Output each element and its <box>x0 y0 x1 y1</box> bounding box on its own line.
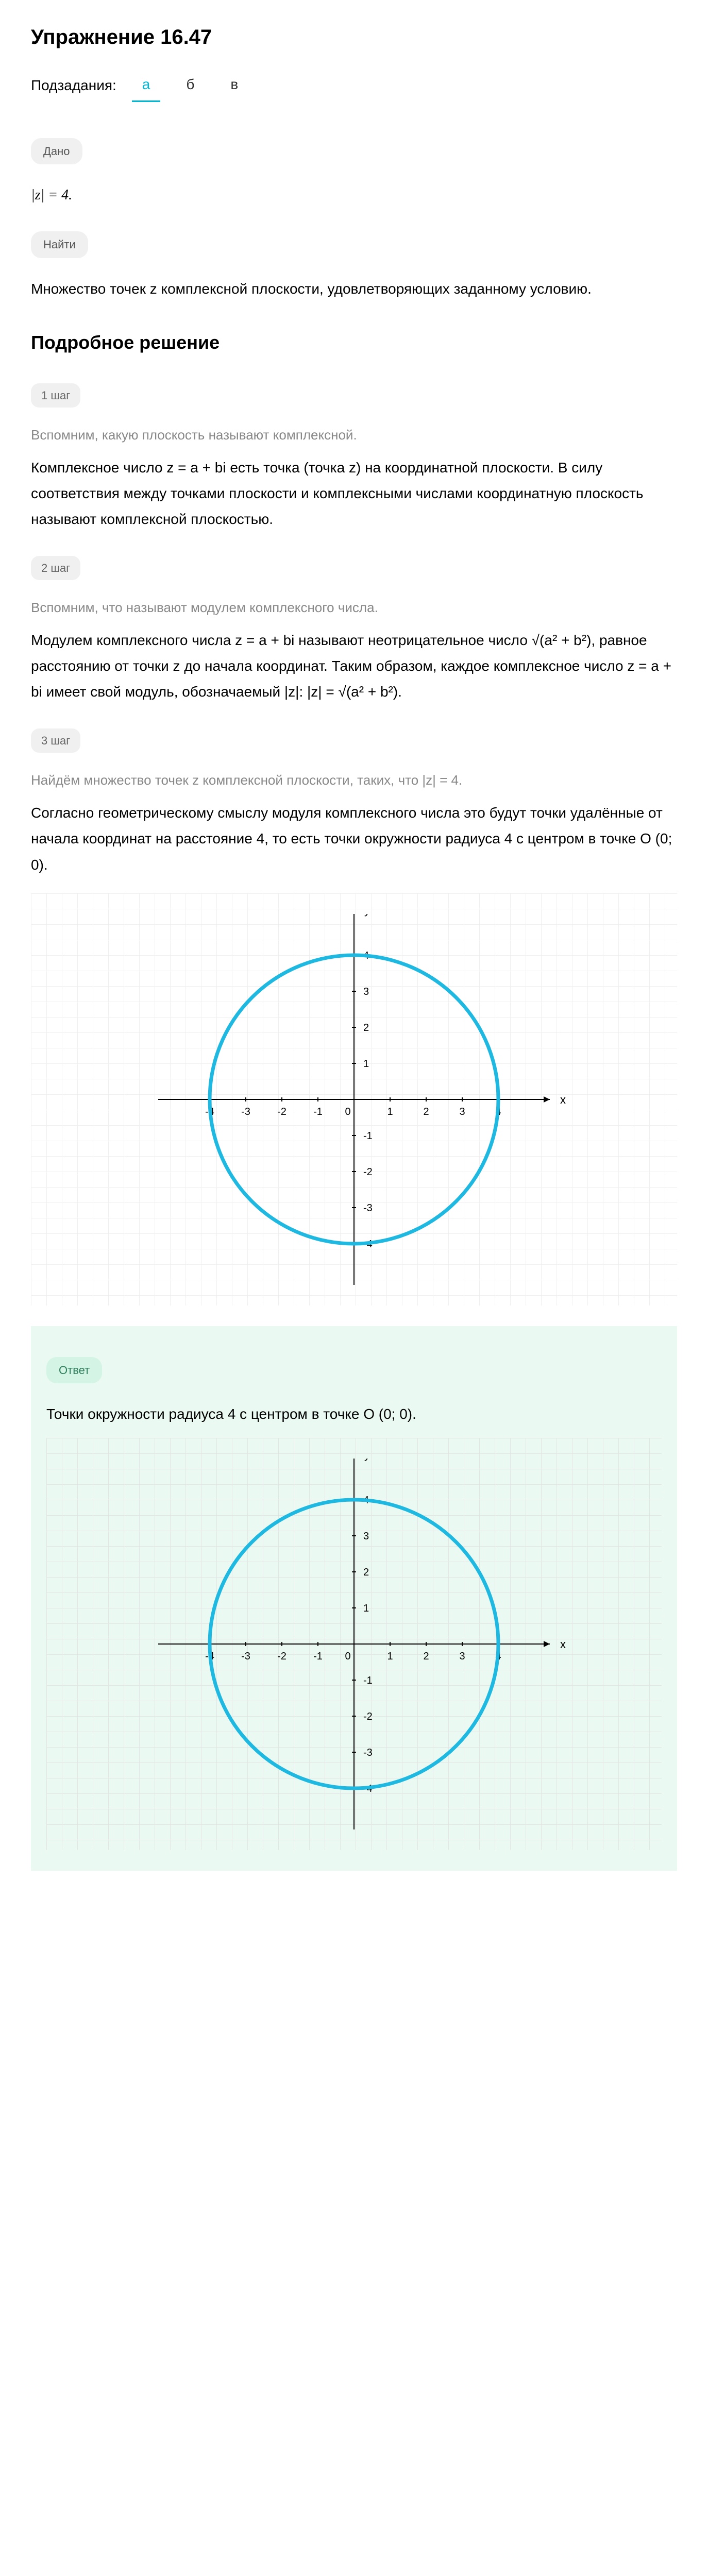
svg-text:2: 2 <box>423 1106 429 1117</box>
svg-text:2: 2 <box>363 1022 369 1033</box>
chart-main: -4-3-2-101234-4-3-2-11234xy <box>31 893 677 1306</box>
tab-a[interactable]: а <box>132 69 161 102</box>
step-2-badge: 2 шаг <box>31 556 80 580</box>
tab-v[interactable]: в <box>220 69 248 102</box>
svg-text:-3: -3 <box>363 1202 373 1214</box>
svg-text:3: 3 <box>459 1651 465 1662</box>
svg-text:-1: -1 <box>363 1130 373 1142</box>
svg-text:1: 1 <box>387 1106 393 1117</box>
svg-text:-1: -1 <box>363 1675 373 1686</box>
svg-text:0: 0 <box>345 1651 350 1662</box>
tab-b[interactable]: б <box>176 69 205 102</box>
find-badge: Найти <box>31 231 88 258</box>
step-1-body: Комплексное число z = a + bi есть точка … <box>31 455 677 533</box>
svg-text:-3: -3 <box>241 1106 250 1117</box>
svg-text:-2: -2 <box>277 1651 286 1662</box>
answer-text: Точки окружности радиуса 4 с центром в т… <box>46 1401 662 1427</box>
answer-box: Ответ Точки окружности радиуса 4 с центр… <box>31 1326 677 1871</box>
exercise-title: Упражнение 16.47 <box>31 21 677 54</box>
svg-text:y: y <box>364 914 370 917</box>
svg-text:1: 1 <box>387 1651 393 1662</box>
svg-text:1: 1 <box>363 1058 369 1070</box>
step-1-badge: 1 шаг <box>31 383 80 408</box>
svg-text:1: 1 <box>363 1603 369 1614</box>
chart-answer: -4-3-2-101234-4-3-2-11234xy <box>46 1438 662 1850</box>
coordinate-chart-answer: -4-3-2-101234-4-3-2-11234xy <box>122 1459 586 1829</box>
svg-text:-3: -3 <box>241 1651 250 1662</box>
svg-text:x: x <box>560 1638 566 1651</box>
svg-text:-3: -3 <box>363 1747 373 1758</box>
step-3-intro: Найдём множество точек z комплексной пло… <box>31 768 677 792</box>
svg-text:3: 3 <box>459 1106 465 1117</box>
subtasks-label: Подзадания: <box>31 74 116 97</box>
svg-text:0: 0 <box>345 1106 350 1117</box>
given-badge: Дано <box>31 138 82 164</box>
svg-text:x: x <box>560 1093 566 1106</box>
svg-text:-1: -1 <box>313 1651 323 1662</box>
given-text: |z| = 4. <box>31 182 677 208</box>
svg-text:2: 2 <box>363 1567 369 1578</box>
coordinate-chart: -4-3-2-101234-4-3-2-11234xy <box>122 914 586 1285</box>
step-2-intro: Вспомним, что называют модулем комплексн… <box>31 596 677 620</box>
svg-text:3: 3 <box>363 986 369 997</box>
solution-heading: Подробное решение <box>31 328 677 358</box>
step-2-body: Модулем комплексного числа z = a + bi на… <box>31 628 677 705</box>
svg-text:y: y <box>364 1459 370 1461</box>
subtasks-row: Подзадания: а б в <box>31 69 677 102</box>
svg-text:3: 3 <box>363 1531 369 1542</box>
step-3-badge: 3 шаг <box>31 728 80 753</box>
answer-badge: Ответ <box>46 1357 102 1383</box>
step-1-intro: Вспомним, какую плоскость называют компл… <box>31 423 677 447</box>
svg-text:-2: -2 <box>363 1166 373 1178</box>
svg-text:-2: -2 <box>277 1106 286 1117</box>
svg-text:2: 2 <box>423 1651 429 1662</box>
svg-text:-1: -1 <box>313 1106 323 1117</box>
svg-text:-2: -2 <box>363 1711 373 1722</box>
find-text: Множество точек z комплексной плоскости,… <box>31 276 677 302</box>
step-3-body: Согласно геометрическому смыслу модуля к… <box>31 800 677 878</box>
